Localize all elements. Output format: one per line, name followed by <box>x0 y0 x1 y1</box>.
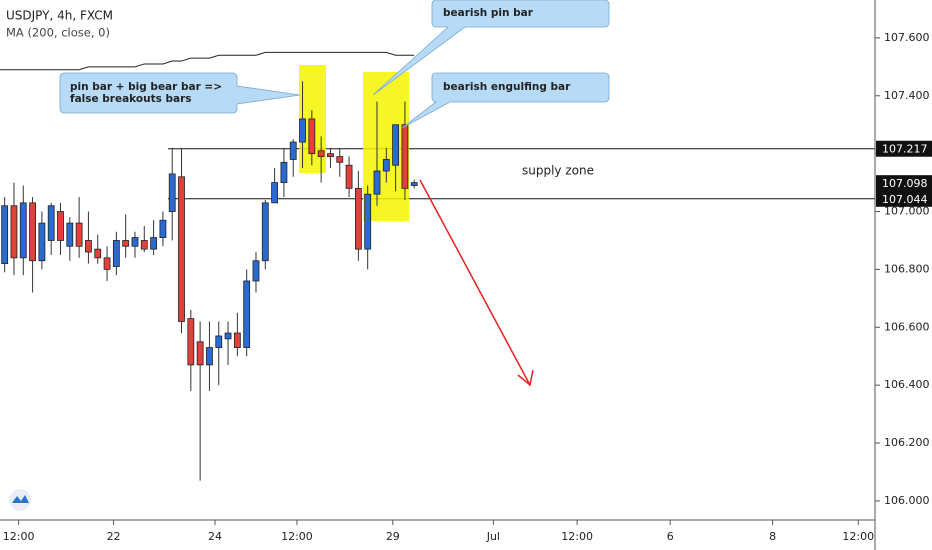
indicator-label: MA (200, close, 0) <box>6 26 110 40</box>
level-label-box <box>876 140 932 157</box>
annotation: bearish engulfing bar <box>443 81 571 93</box>
y-tick-label: 106.400 <box>884 378 930 391</box>
candle-body <box>10 205 18 259</box>
candle-body <box>364 193 372 250</box>
x-tick-label: 12:00 <box>842 530 874 543</box>
candle-body <box>168 173 176 212</box>
candle-body <box>206 347 213 366</box>
annotation: supply zone <box>522 164 594 178</box>
candle-body <box>233 332 241 348</box>
candle-body <box>57 211 64 241</box>
candle-body <box>131 237 139 247</box>
y-tick-label: 107.400 <box>884 89 930 102</box>
y-tick-label: 106.600 <box>884 320 930 333</box>
candle-body <box>317 150 325 157</box>
last-price-label-box <box>876 175 932 192</box>
x-tick-label: 29 <box>386 530 400 543</box>
candle-body <box>122 240 130 247</box>
candle-body <box>75 222 83 247</box>
candle-body <box>66 222 74 247</box>
candle-body <box>373 170 381 195</box>
candle-body <box>243 280 251 348</box>
candle-body <box>178 176 185 322</box>
y-tick-label: 106.800 <box>884 262 930 275</box>
x-tick-label: 8 <box>769 530 776 543</box>
candle-body <box>140 240 148 250</box>
level-label-box <box>876 190 932 207</box>
candle-body <box>382 159 390 172</box>
annotation: pin bar + big bear bar => <box>70 81 222 93</box>
candle-body <box>289 141 297 160</box>
callout <box>372 0 610 96</box>
candle-body <box>215 335 223 348</box>
candle-body <box>345 164 353 189</box>
candle-body <box>187 318 195 366</box>
candle-body <box>112 240 120 267</box>
x-tick-label: 12:00 <box>281 530 313 543</box>
logo-mark <box>12 495 29 503</box>
x-tick-label: 12:00 <box>3 530 35 543</box>
candle-body <box>401 124 409 189</box>
callout <box>59 72 301 114</box>
candle-body <box>252 260 260 282</box>
candle-body <box>19 202 27 259</box>
candle-body <box>159 219 167 238</box>
candle-body <box>1 205 9 265</box>
annotation: bearish pin bar <box>443 7 534 19</box>
y-tick-label: 106.200 <box>884 436 930 449</box>
candle-body <box>29 202 36 262</box>
candle-body <box>103 257 111 270</box>
ma-line <box>0 51 415 71</box>
x-tick-label: 22 <box>107 530 121 543</box>
candle-body <box>336 156 344 163</box>
x-tick-label: 24 <box>208 530 222 543</box>
candle-body <box>280 161 288 183</box>
candle-body <box>38 222 46 262</box>
last-price-label: 107.098 <box>882 177 928 190</box>
chart-title: USDJPY, 4h, FXCM <box>6 9 113 23</box>
candle-body <box>261 202 269 262</box>
candle-body <box>85 240 92 253</box>
callout <box>401 72 610 129</box>
candle-body <box>410 182 418 186</box>
candle-body <box>271 182 279 204</box>
series <box>0 51 418 481</box>
candle-body <box>327 153 334 157</box>
y-tick-label: 107.600 <box>884 31 930 44</box>
x-tick-label: Jul <box>486 530 500 543</box>
x-tick-label: 6 <box>667 530 674 543</box>
candle-body <box>94 248 102 259</box>
candle-body <box>392 124 400 166</box>
y-tick-label: 106.000 <box>884 494 930 507</box>
arrow-head <box>517 369 534 387</box>
candle-body <box>47 205 55 241</box>
x-tick-label: 12:00 <box>561 530 593 543</box>
candle-body <box>224 332 232 340</box>
candle-body <box>308 118 316 155</box>
candle-body <box>299 118 306 143</box>
candle-body <box>150 237 157 250</box>
candle-body <box>354 187 362 250</box>
plot-area <box>168 148 875 200</box>
y-tick-label: 107.000 <box>884 205 930 218</box>
candle-body <box>196 341 204 366</box>
annotation: false breakouts bars <box>70 93 192 105</box>
level-label: 107.044 <box>882 193 928 206</box>
axis-labels: 106.000 106.200 106.400 106.600 106.800 107.0… <box>3 31 932 543</box>
level-label: 107.217 <box>882 143 928 156</box>
arrow <box>419 179 531 386</box>
